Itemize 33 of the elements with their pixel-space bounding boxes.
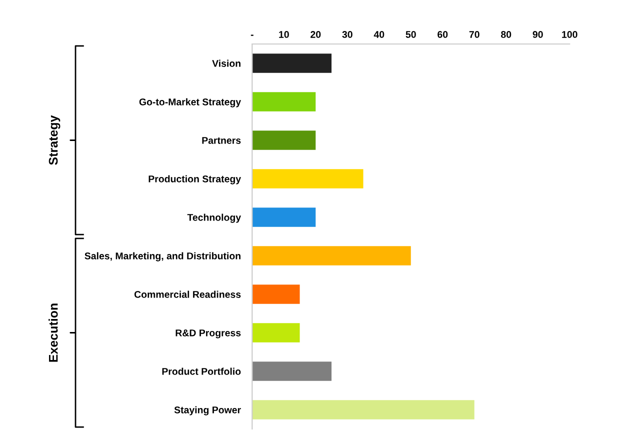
x-tick-label: 80 bbox=[501, 31, 512, 38]
bar bbox=[252, 169, 364, 188]
y-tick-label: R&D Progress bbox=[176, 330, 241, 338]
y-tick-label: Product Portfolio bbox=[162, 368, 241, 375]
x-tick-label: 20 bbox=[310, 31, 321, 38]
bar bbox=[252, 323, 300, 342]
text: Strategy bbox=[48, 115, 60, 165]
y-tick-label: Vision bbox=[212, 60, 240, 67]
x-tick-label: 90 bbox=[532, 31, 543, 38]
bar bbox=[252, 54, 332, 73]
y-tick-label: Partners bbox=[202, 137, 241, 144]
x-tick-label: 60 bbox=[438, 31, 448, 38]
y-tick-label: Technology bbox=[187, 214, 241, 223]
x-tick-label: 10 bbox=[279, 31, 289, 38]
x-tick-label: 100 bbox=[562, 31, 578, 38]
x-tick-label: 30 bbox=[342, 31, 352, 38]
bar bbox=[252, 284, 300, 304]
x-tick-label: 70 bbox=[469, 31, 480, 38]
bar bbox=[252, 92, 316, 112]
bar bbox=[252, 400, 474, 420]
x-tick-label: - bbox=[250, 34, 254, 36]
y-tick-label: Sales, Marketing, and Distribution bbox=[84, 252, 240, 262]
x-tick-label: 50 bbox=[406, 31, 416, 38]
bar bbox=[252, 362, 332, 381]
x-tick-label: 40 bbox=[374, 31, 384, 38]
y-tick-label: Staying Power bbox=[174, 406, 241, 416]
text: Execution bbox=[48, 304, 58, 362]
bar bbox=[252, 208, 316, 227]
bar bbox=[252, 130, 316, 150]
y-tick-label: Production Strategy bbox=[148, 175, 241, 184]
y-tick-label: Commercial Readiness bbox=[134, 290, 241, 298]
bar bbox=[252, 246, 411, 266]
y-tick-label: Go-to-Market Strategy bbox=[139, 98, 242, 108]
